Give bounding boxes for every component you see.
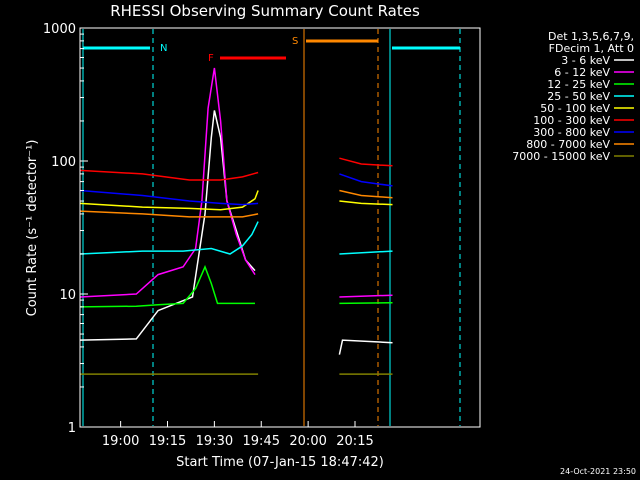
legend-label: 50 - 100 keV [540, 102, 610, 115]
series-line-0 [79, 110, 256, 341]
plot-area: N F S [79, 29, 461, 426]
series-line-5 [79, 169, 259, 181]
series-line-7 [339, 189, 393, 199]
x-tick-label: 20:15 [336, 434, 373, 449]
legend-label: 12 - 25 keV [547, 78, 610, 91]
series-line-6 [79, 189, 259, 206]
series-line-1 [79, 67, 256, 298]
legend: Det 1,3,5,6,7,9, FDecim 1, Att 0 3 - 6 k… [512, 30, 634, 163]
x-tick-label: 20:00 [289, 434, 326, 449]
series-line-4 [339, 200, 393, 206]
series-line-3 [79, 221, 259, 255]
y-axis: 1 10 100 1000 [43, 22, 88, 436]
legend-label: 25 - 50 keV [547, 90, 610, 103]
y-axis-label: Count Rate (s⁻¹ detector⁻¹) [25, 140, 40, 317]
annotation-s: S [292, 36, 298, 47]
x-tick-label: 19:00 [102, 434, 139, 449]
annotation-f: F [208, 53, 214, 64]
legend-label: 100 - 300 keV [533, 114, 610, 127]
x-tick-label: 19:30 [196, 434, 233, 449]
legend-header-line-2: FDecim 1, Att 0 [549, 42, 634, 55]
series-line-4 [79, 190, 259, 211]
annotation-n: N [160, 43, 167, 54]
timestamp: 24-Oct-2021 23:50 [560, 467, 636, 476]
series-line-3 [339, 250, 393, 255]
x-axis-label: Start Time (07-Jan-15 18:47:42) [176, 455, 384, 470]
y-tick-label: 100 [51, 155, 76, 170]
y-tick-label: 10 [59, 288, 76, 303]
x-tick-label: 19:15 [149, 434, 186, 449]
y-tick-label: 1 [68, 421, 76, 436]
series-line-7 [79, 210, 259, 218]
legend-header-line-1: Det 1,3,5,6,7,9, [548, 30, 634, 43]
series-line-2 [79, 264, 255, 308]
series-line-5 [339, 157, 393, 167]
legend-label: 3 - 6 keV [561, 54, 610, 67]
y-tick-label: 1000 [43, 22, 76, 37]
series-line-2 [339, 301, 393, 305]
legend-label: 300 - 800 keV [533, 126, 610, 139]
legend-label: 7000 - 15000 keV [512, 150, 610, 163]
legend-label: 6 - 12 keV [554, 66, 610, 79]
x-tick-label: 19:45 [243, 434, 280, 449]
x-axis: 19:00 19:15 19:30 19:45 20:00 20:15 [102, 421, 374, 449]
series-line-1 [339, 294, 393, 298]
chart-title: RHESSI Observing Summary Count Rates [110, 2, 420, 20]
series-line-0 [338, 339, 393, 355]
series-line-6 [339, 173, 393, 187]
legend-label: 800 - 7000 keV [526, 138, 610, 151]
plot-frame [79, 27, 481, 428]
